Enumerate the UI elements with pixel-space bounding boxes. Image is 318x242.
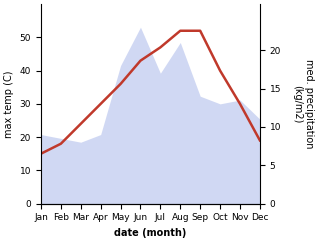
- Y-axis label: med. precipitation
(kg/m2): med. precipitation (kg/m2): [292, 59, 314, 149]
- Y-axis label: max temp (C): max temp (C): [4, 70, 14, 138]
- X-axis label: date (month): date (month): [114, 228, 187, 238]
